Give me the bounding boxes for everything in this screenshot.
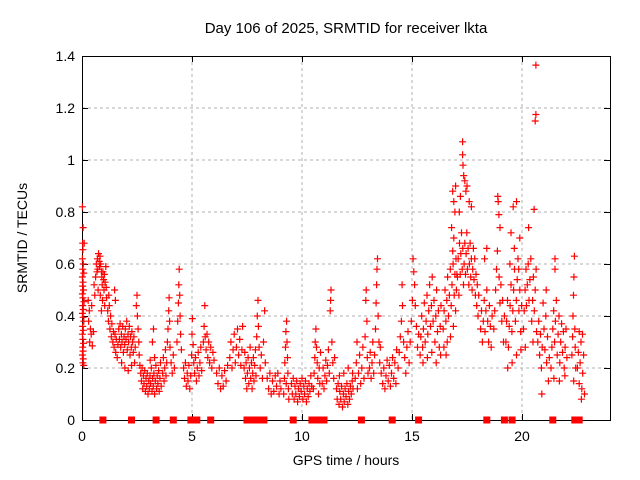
svg-text:5: 5 bbox=[188, 428, 196, 444]
svg-text:0.4: 0.4 bbox=[56, 308, 76, 324]
svg-text:20: 20 bbox=[514, 428, 530, 444]
chart-title: Day 106 of 2025, SRMTID for receiver lkt… bbox=[204, 20, 488, 37]
svg-text:1.4: 1.4 bbox=[56, 48, 76, 64]
svg-text:0.8: 0.8 bbox=[56, 204, 76, 220]
svg-text:0: 0 bbox=[67, 412, 75, 428]
x-axis-label: GPS time / hours bbox=[292, 452, 400, 468]
svg-text:10: 10 bbox=[294, 428, 310, 444]
svg-text:0.6: 0.6 bbox=[56, 256, 76, 272]
svg-text:1.2: 1.2 bbox=[56, 100, 76, 116]
svg-text:1: 1 bbox=[67, 152, 75, 168]
svg-text:0.2: 0.2 bbox=[56, 360, 76, 376]
svg-text:0: 0 bbox=[78, 428, 86, 444]
y-axis-label: SRMTID / TECUs bbox=[14, 182, 30, 294]
svg-text:15: 15 bbox=[404, 428, 420, 444]
